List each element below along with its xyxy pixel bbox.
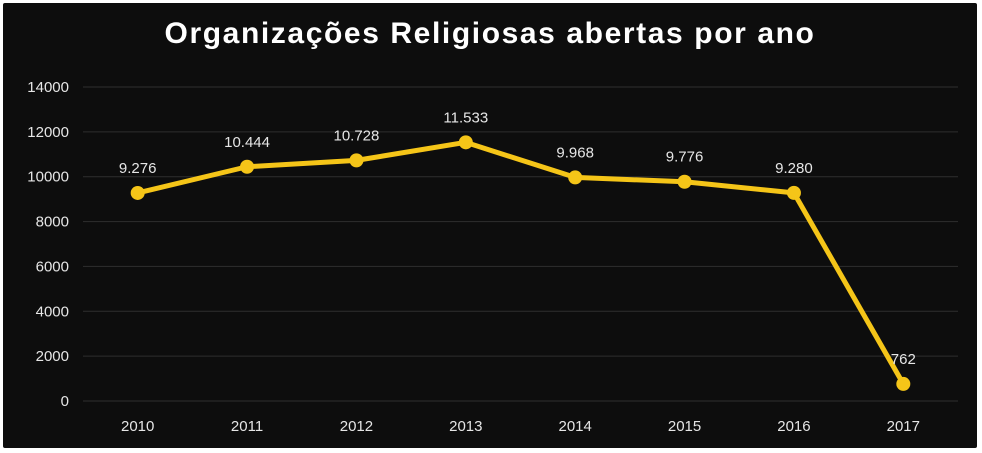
chart-frame: Organizações Religiosas abertas por ano …: [3, 3, 977, 448]
y-tick-label: 6000: [36, 258, 69, 275]
data-point: [458, 135, 473, 150]
x-tick-label: 2011: [231, 418, 263, 435]
x-tick-label: 2010: [121, 418, 154, 435]
data-point: [786, 185, 801, 200]
data-point: [677, 174, 692, 189]
y-tick-label: 14000: [27, 79, 69, 96]
y-tick-label: 2000: [36, 348, 69, 365]
x-tick-label: 2017: [887, 418, 920, 435]
x-tick-label: 2014: [559, 418, 592, 435]
data-point: [568, 170, 583, 185]
data-point: [349, 153, 364, 168]
chart-title: Organizações Religiosas abertas por ano: [164, 17, 816, 50]
data-point: [896, 376, 911, 391]
y-tick-label: 12000: [27, 124, 69, 141]
y-tick-label: 0: [61, 393, 69, 410]
data-label: 9.968: [556, 144, 594, 161]
data-label: 10.728: [333, 127, 379, 144]
data-label: 9.776: [666, 149, 704, 166]
y-tick-label: 4000: [36, 303, 69, 320]
data-point: [130, 185, 145, 200]
y-tick-label: 10000: [27, 169, 69, 186]
data-label: 762: [891, 351, 916, 368]
y-tick-label: 8000: [36, 214, 69, 231]
data-label: 9.280: [775, 160, 813, 177]
line-chart: 0 2000 4000 6000 8000 10000 12000 14000 2010 2011…: [27, 79, 958, 435]
data-label: 10.444: [224, 134, 270, 151]
x-tick-label: 2016: [777, 418, 810, 435]
x-tick-label: 2012: [340, 418, 373, 435]
data-label: 11.533: [443, 109, 488, 126]
data-point: [240, 159, 255, 174]
data-label: 9.276: [119, 160, 157, 177]
x-tick-label: 2015: [668, 418, 701, 435]
series-line: [135, 139, 906, 387]
x-tick-label: 2013: [449, 418, 482, 435]
